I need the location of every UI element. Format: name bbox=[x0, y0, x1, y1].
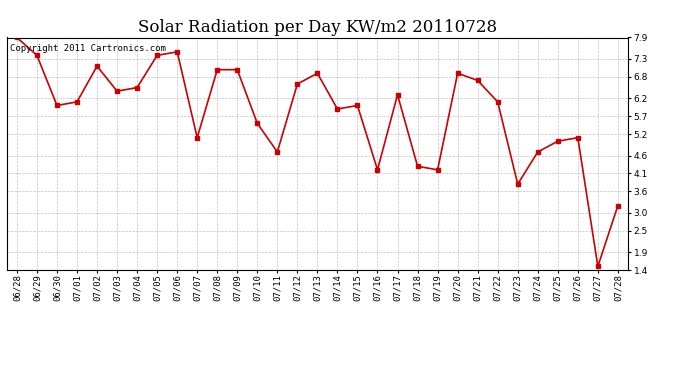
Title: Solar Radiation per Day KW/m2 20110728: Solar Radiation per Day KW/m2 20110728 bbox=[138, 19, 497, 36]
Text: Copyright 2011 Cartronics.com: Copyright 2011 Cartronics.com bbox=[10, 45, 166, 54]
